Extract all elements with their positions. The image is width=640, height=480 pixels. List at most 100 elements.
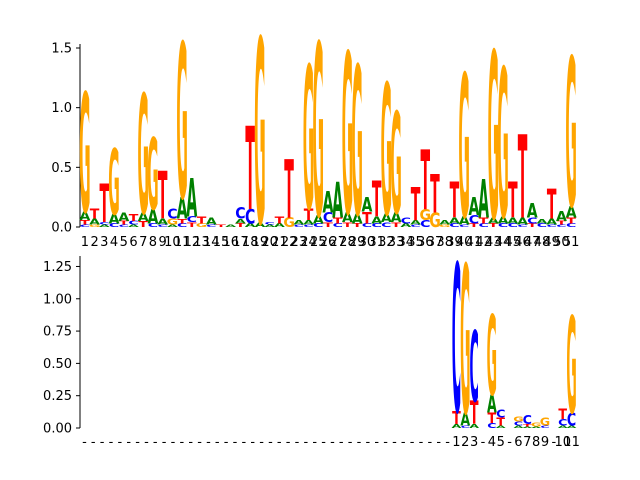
logo-letter-A-pos-39: A bbox=[449, 216, 460, 226]
x-tick-label: - bbox=[91, 435, 96, 450]
x-tick-label: - bbox=[233, 435, 238, 450]
logo-letter-A-pos-45: A bbox=[469, 424, 479, 430]
logo-letter-A-pos-3: A bbox=[99, 224, 110, 228]
logo-letter-C-pos-3: C bbox=[99, 222, 109, 226]
logo-letter-T-pos-39: T bbox=[450, 173, 460, 230]
logo-letter-A-pos-56: A bbox=[567, 425, 578, 429]
logo-letter-A-pos-16: A bbox=[225, 224, 236, 228]
logo-letter-A-pos-33: A bbox=[391, 211, 402, 226]
logo-letter-G-pos-33: G bbox=[390, 85, 402, 247]
logo-letter-A-pos-14: A bbox=[206, 216, 218, 227]
x-tick-label: - bbox=[401, 435, 406, 450]
logo-letter-T-pos-48: T bbox=[496, 415, 505, 428]
logo-letter-T-pos-47: T bbox=[527, 223, 538, 229]
logo-letter-A-pos-25: A bbox=[313, 214, 324, 227]
logo-letter-A-pos-8: A bbox=[147, 206, 159, 229]
x-tick-label: - bbox=[259, 435, 264, 450]
x-tick-label: 23 bbox=[291, 235, 308, 250]
x-tick-label: 3 bbox=[100, 235, 108, 250]
logo-letter-A-pos-46: A bbox=[517, 216, 529, 227]
logo-letter-T-pos-33: T bbox=[391, 221, 401, 229]
x-tick-label: - bbox=[419, 435, 424, 450]
logo-letter-A-pos-29: A bbox=[352, 212, 363, 227]
y-tick-label: 0.25 bbox=[43, 389, 72, 404]
logo-letter-G-pos-37: G bbox=[429, 210, 441, 233]
logo-letter-T-pos-2: T bbox=[90, 207, 100, 222]
x-tick-label: 29 bbox=[349, 235, 366, 250]
x-tick-label: - bbox=[286, 435, 291, 450]
x-tick-label: 7 bbox=[523, 435, 531, 450]
logo-letter-C-pos-35: C bbox=[410, 224, 420, 228]
logo-letter-A-pos-31: A bbox=[371, 215, 383, 226]
x-tick-label: - bbox=[118, 435, 123, 450]
x-tick-label: 11 bbox=[174, 235, 191, 250]
logo-letter-C-pos-40: C bbox=[459, 224, 469, 228]
logo-letter-C-pos-12: C bbox=[187, 214, 197, 224]
x-tick-label: - bbox=[295, 435, 300, 450]
x-tick-label: 12 bbox=[184, 235, 201, 250]
x-tick-label: 4 bbox=[488, 435, 496, 450]
y-tick-label: 0.0 bbox=[51, 221, 72, 236]
logo-letter-G-pos-7: G bbox=[137, 62, 149, 252]
logo-letter-T-pos-1: T bbox=[80, 219, 90, 227]
logo-letter-C-pos-31: C bbox=[371, 223, 382, 229]
logo-letter-A-pos-17: A bbox=[235, 217, 247, 225]
x-tick-label: 41 bbox=[466, 235, 483, 250]
x-tick-label: - bbox=[428, 435, 433, 450]
logo-letter-C-pos-53: C bbox=[540, 425, 550, 429]
logo-letter-T-pos-43: T bbox=[489, 223, 500, 229]
logo-letter-A-pos-30: A bbox=[361, 194, 373, 217]
logo-letter-C-pos-39: C bbox=[449, 223, 460, 229]
logo-letter-C-pos-56: C bbox=[567, 409, 576, 430]
logo-letter-T-pos-9: T bbox=[158, 159, 168, 235]
logo-letter-T-pos-22: T bbox=[284, 144, 294, 237]
logo-letter-T-pos-51: T bbox=[523, 424, 533, 428]
logo-letter-T-pos-27: T bbox=[333, 216, 343, 226]
logo-letter-C-pos-51: C bbox=[566, 223, 577, 229]
logo-letter-A-pos-9: A bbox=[157, 217, 168, 227]
x-tick-label: 50 bbox=[553, 235, 570, 250]
logo-letter-T-pos-15: T bbox=[216, 224, 226, 228]
logo-letter-T-pos-11: T bbox=[177, 217, 187, 225]
logo-letter-T-pos-36: T bbox=[420, 134, 430, 229]
logo-letter-C-pos-51: C bbox=[523, 412, 532, 427]
x-tick-label: - bbox=[224, 435, 229, 450]
logo-letter-T-pos-35: T bbox=[411, 178, 421, 231]
logo-letter-C-pos-9: C bbox=[158, 224, 168, 228]
x-tick-label: 48 bbox=[534, 235, 551, 250]
logo-letter-C-pos-25: C bbox=[313, 223, 324, 229]
logo-letter-A-pos-51: A bbox=[566, 202, 577, 221]
x-tick-label: 35 bbox=[407, 235, 424, 250]
logo-letter-G-pos-38: G bbox=[439, 224, 451, 228]
x-tick-label: 34 bbox=[398, 235, 415, 250]
x-tick-label: - bbox=[188, 435, 193, 450]
x-tick-label: 14 bbox=[203, 235, 220, 250]
logo-letter-C-pos-49: C bbox=[547, 224, 557, 228]
logo-letter-C-pos-6: C bbox=[128, 220, 139, 226]
logo-letter-T-pos-55: T bbox=[558, 407, 567, 423]
logo-letter-C-pos-55: C bbox=[558, 417, 567, 428]
logo-letter-A-pos-45: A bbox=[507, 216, 518, 226]
logo-letter-C-pos-45: C bbox=[508, 223, 519, 229]
logo-letter-A-pos-2: A bbox=[89, 217, 100, 227]
x-tick-label: - bbox=[242, 435, 247, 450]
logo-letter-G-pos-56: G bbox=[566, 290, 576, 445]
x-tick-label: 39 bbox=[446, 235, 463, 250]
x-tick-label: 37 bbox=[427, 235, 444, 250]
logo-letter-C-pos-45: C bbox=[469, 313, 478, 425]
logo-letter-G-pos-44: G bbox=[460, 225, 470, 462]
logo-letter-T-pos-30: T bbox=[362, 208, 372, 227]
logo-letter-G-pos-24: G bbox=[303, 26, 315, 255]
logo-letter-C-pos-30: C bbox=[362, 223, 373, 229]
logo-letter-G-pos-47: G bbox=[487, 293, 497, 421]
x-tick-label: 15 bbox=[213, 235, 230, 250]
x-tick-label: - bbox=[135, 435, 140, 450]
logo-letter-C-pos-44: C bbox=[461, 425, 471, 429]
x-tick-label: 45 bbox=[505, 235, 522, 250]
x-tick-label: 13 bbox=[193, 235, 210, 250]
x-tick-label: - bbox=[206, 435, 211, 450]
x-tick-label: - bbox=[277, 435, 282, 450]
logo-letter-C-pos-47: C bbox=[527, 216, 537, 226]
x-tick-label: - bbox=[82, 435, 87, 450]
logo-letter-C-pos-8: C bbox=[148, 223, 159, 229]
